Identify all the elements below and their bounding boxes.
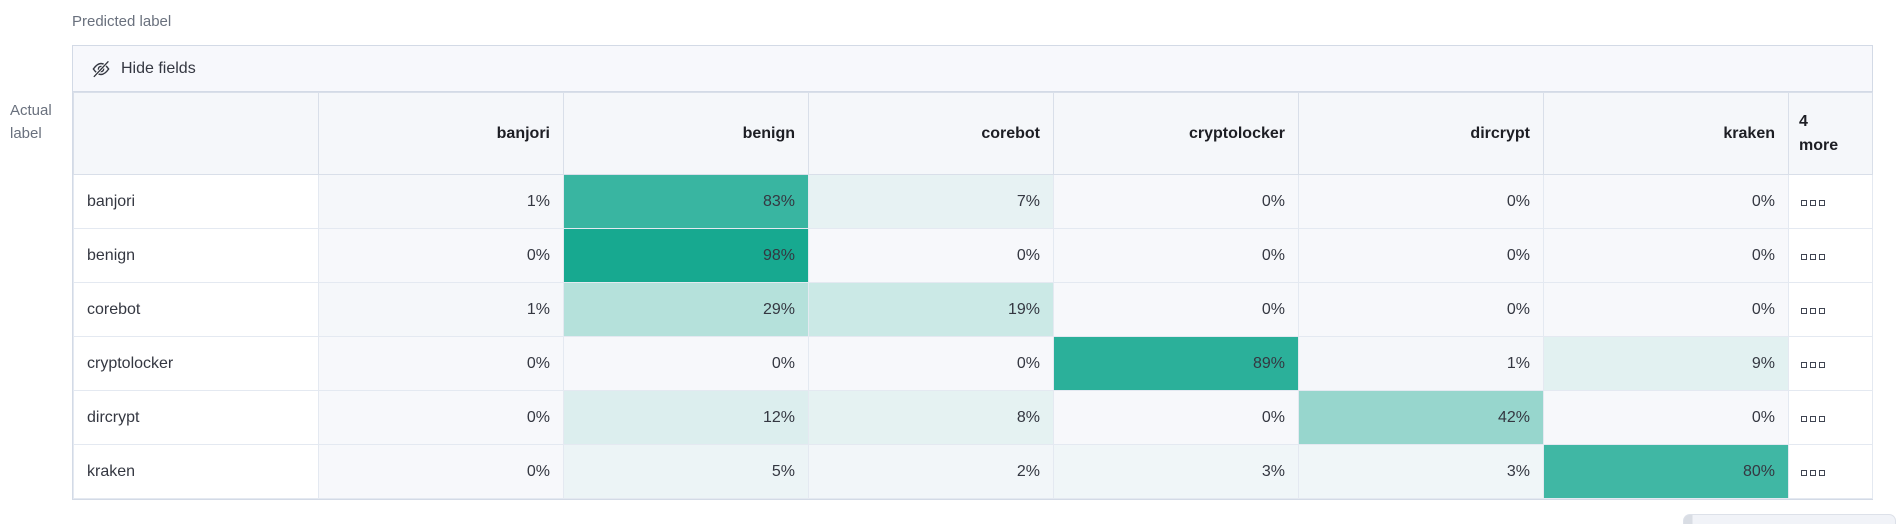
table-row: benign 0% 98% 0% 0% 0% 0%	[73, 228, 1873, 283]
cell-benign-kraken: 0%	[1543, 228, 1789, 283]
column-header-dircrypt[interactable]: dircrypt	[1298, 92, 1544, 175]
boxes-horizontal-icon[interactable]	[1801, 307, 1825, 314]
table-row: banjori 1% 83% 7% 0% 0% 0%	[73, 174, 1873, 229]
boxes-horizontal-icon[interactable]	[1801, 361, 1825, 368]
predicted-axis-label: Predicted label	[72, 13, 172, 30]
cell-cryptolocker-benign: 0%	[563, 336, 809, 391]
cell-kraken-cryptolocker: 3%	[1053, 444, 1299, 499]
cell-kraken-dircrypt: 3%	[1298, 444, 1544, 499]
cell-cryptolocker-kraken: 9%	[1543, 336, 1789, 391]
column-header-banjori[interactable]: banjori	[318, 92, 564, 175]
cell-dircrypt-cryptolocker: 0%	[1053, 390, 1299, 445]
cell-dircrypt-benign: 12%	[563, 390, 809, 445]
cell-cryptolocker-corebot: 0%	[808, 336, 1054, 391]
more-cell-banjori	[1788, 174, 1873, 229]
corner-header-cell	[73, 92, 319, 175]
more-count: 4	[1799, 113, 1808, 131]
more-cell-kraken	[1788, 444, 1873, 499]
cell-corebot-corebot: 19%	[808, 282, 1054, 337]
boxes-horizontal-icon[interactable]	[1801, 469, 1825, 476]
table-row: kraken 0% 5% 2% 3% 3% 80%	[73, 444, 1873, 499]
cell-benign-benign: 98%	[563, 228, 809, 283]
column-header-more[interactable]: 4 more	[1788, 92, 1873, 175]
more-word: more	[1799, 136, 1839, 154]
cell-benign-banjori: 0%	[318, 228, 564, 283]
more-cell-corebot	[1788, 282, 1873, 337]
horizontal-scrollbar[interactable]	[1683, 514, 1896, 524]
row-label-cryptolocker: cryptolocker	[73, 336, 319, 391]
cell-banjori-banjori: 1%	[318, 174, 564, 229]
column-header-benign[interactable]: benign	[563, 92, 809, 175]
cell-cryptolocker-cryptolocker: 89%	[1053, 336, 1299, 391]
table-row: dircrypt 0% 12% 8% 0% 42% 0%	[73, 390, 1873, 445]
column-header-cryptolocker[interactable]: cryptolocker	[1053, 92, 1299, 175]
cell-kraken-corebot: 2%	[808, 444, 1054, 499]
row-label-corebot: corebot	[73, 282, 319, 337]
more-cell-dircrypt	[1788, 390, 1873, 445]
cell-banjori-cryptolocker: 0%	[1053, 174, 1299, 229]
cell-kraken-kraken: 80%	[1543, 444, 1789, 499]
boxes-horizontal-icon[interactable]	[1801, 415, 1825, 422]
cell-dircrypt-kraken: 0%	[1543, 390, 1789, 445]
cell-corebot-banjori: 1%	[318, 282, 564, 337]
cell-banjori-kraken: 0%	[1543, 174, 1789, 229]
cell-kraken-benign: 5%	[563, 444, 809, 499]
cell-kraken-banjori: 0%	[318, 444, 564, 499]
cell-cryptolocker-dircrypt: 1%	[1298, 336, 1544, 391]
cell-corebot-kraken: 0%	[1543, 282, 1789, 337]
row-label-kraken: kraken	[73, 444, 319, 499]
row-label-banjori: banjori	[73, 174, 319, 229]
row-label-benign: benign	[73, 228, 319, 283]
cell-banjori-benign: 83%	[563, 174, 809, 229]
cell-dircrypt-corebot: 8%	[808, 390, 1054, 445]
column-header-kraken[interactable]: kraken	[1543, 92, 1789, 175]
hide-fields-label: Hide fields	[121, 59, 196, 77]
cell-benign-cryptolocker: 0%	[1053, 228, 1299, 283]
confusion-matrix-table: banjori benign corebot cryptolocker dircrypt…	[73, 92, 1873, 499]
column-header-corebot[interactable]: corebot	[808, 92, 1054, 175]
table-row: cryptolocker 0% 0% 0% 89% 1% 9%	[73, 336, 1873, 391]
boxes-horizontal-icon[interactable]	[1801, 253, 1825, 260]
boxes-horizontal-icon[interactable]	[1801, 199, 1825, 206]
cell-dircrypt-dircrypt: 42%	[1298, 390, 1544, 445]
row-label-dircrypt: dircrypt	[73, 390, 319, 445]
cell-cryptolocker-banjori: 0%	[318, 336, 564, 391]
cell-dircrypt-banjori: 0%	[318, 390, 564, 445]
more-cell-cryptolocker	[1788, 336, 1873, 391]
cell-corebot-dircrypt: 0%	[1298, 282, 1544, 337]
cell-benign-dircrypt: 0%	[1298, 228, 1544, 283]
confusion-matrix-panel: Hide fields banjori benign corebot cryptolo…	[72, 45, 1873, 500]
cell-corebot-benign: 29%	[563, 282, 809, 337]
cell-banjori-dircrypt: 0%	[1298, 174, 1544, 229]
eye-closed-icon	[92, 60, 110, 78]
cell-benign-corebot: 0%	[808, 228, 1054, 283]
table-row: corebot 1% 29% 19% 0% 0% 0%	[73, 282, 1873, 337]
more-cell-benign	[1788, 228, 1873, 283]
cell-banjori-corebot: 7%	[808, 174, 1054, 229]
cell-corebot-cryptolocker: 0%	[1053, 282, 1299, 337]
actual-axis-label: Actual label	[10, 102, 52, 142]
hide-fields-button[interactable]: Hide fields	[73, 46, 1872, 92]
